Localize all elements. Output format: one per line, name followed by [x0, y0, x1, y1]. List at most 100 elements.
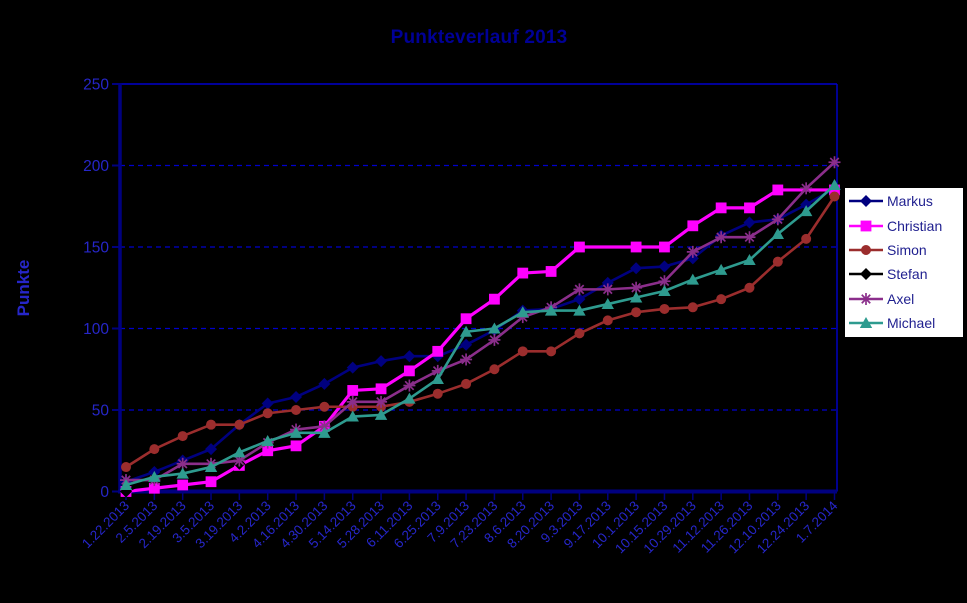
data-point-simon: [262, 408, 273, 419]
data-point-simon: [461, 378, 472, 389]
axes: [112, 83, 837, 500]
data-point-michael: [346, 410, 359, 422]
series-michael: [119, 179, 841, 490]
series-markus-line: [124, 187, 836, 484]
data-point-simon: [517, 346, 528, 357]
legend-item-stefan: Stefan: [848, 262, 963, 286]
data-point-axel: [460, 353, 473, 366]
data-point-michael: [601, 298, 614, 310]
data-point-simon: [206, 419, 217, 430]
data-point-michael: [403, 392, 416, 404]
data-point-axel: [573, 283, 586, 296]
series-simon: [121, 191, 840, 473]
data-point-christian: [715, 202, 727, 214]
data-point-michael: [318, 426, 331, 438]
gridlines: [120, 83, 838, 492]
data-point-simon: [687, 302, 698, 313]
data-point-christian: [290, 440, 302, 452]
data-point-michael: [233, 446, 246, 458]
data-point-simon: [319, 401, 330, 412]
data-point-michael: [799, 205, 813, 217]
data-point-simon: [602, 315, 613, 326]
data-point-christian: [148, 482, 160, 494]
data-point-markus: [375, 355, 388, 368]
data-point-michael: [686, 273, 699, 285]
y-tick-label: 100: [83, 321, 109, 338]
series-axel-line: [124, 160, 836, 482]
data-point-axel: [601, 283, 614, 296]
data-point-michael: [544, 304, 558, 316]
data-point-markus: [290, 390, 303, 403]
legend-label: Christian: [887, 217, 943, 234]
data-point-michael: [289, 426, 303, 438]
data-point-christian: [574, 241, 585, 253]
data-point-christian: [262, 445, 274, 457]
y-tick-label: 250: [83, 77, 109, 94]
data-point-michael: [431, 373, 444, 385]
data-point-markus: [318, 377, 331, 390]
data-point-simon: [659, 303, 670, 314]
legend-swatch-diamond-icon: [849, 195, 883, 208]
data-point-michael: [204, 461, 218, 473]
data-point-christian: [375, 383, 387, 395]
data-point-axel: [346, 395, 359, 408]
legend-item-simon: Simon: [848, 238, 963, 262]
data-point-simon: [801, 233, 812, 244]
data-point-simon: [574, 328, 585, 339]
data-point-michael: [148, 470, 161, 482]
data-point-michael: [828, 179, 841, 191]
data-point-axel: [403, 379, 416, 392]
legend-swatch-asterisk-icon: [849, 292, 883, 305]
data-point-axel: [686, 245, 699, 258]
data-point-markus: [630, 262, 643, 275]
data-point-axel: [715, 231, 728, 244]
legend-label: Simon: [887, 241, 927, 258]
y-tick-label: 150: [83, 240, 109, 257]
data-point-axel: [658, 275, 671, 288]
data-point-markus: [346, 361, 359, 374]
data-point-simon: [829, 191, 840, 202]
data-point-axel: [800, 182, 813, 195]
legend-label: Stefan: [887, 266, 928, 283]
data-point-michael: [771, 227, 785, 239]
data-point-christian: [205, 476, 217, 488]
data-point-christian: [177, 479, 189, 491]
data-point-markus: [573, 293, 586, 306]
data-point-christian: [744, 202, 755, 214]
data-point-markus: [658, 260, 671, 273]
data-point-michael: [488, 322, 501, 334]
data-point-simon: [716, 294, 727, 305]
data-point-christian: [545, 266, 557, 277]
data-point-michael: [459, 325, 473, 337]
legend-item-markus: Markus: [848, 189, 963, 213]
data-point-simon: [744, 282, 755, 293]
data-point-simon: [631, 307, 642, 318]
series-christian-line: [124, 188, 837, 494]
series-axel: [120, 156, 841, 487]
legend-item-axel: Axel: [848, 287, 963, 311]
legend-item-christian: Christian: [848, 213, 963, 237]
data-point-axel: [375, 395, 388, 408]
data-point-markus: [403, 350, 416, 363]
data-point-markus: [261, 397, 274, 410]
legend-label: Michael: [887, 315, 936, 332]
data-point-markus: [743, 216, 756, 229]
data-point-michael: [573, 304, 586, 316]
data-point-axel: [630, 281, 643, 294]
data-point-christian: [460, 313, 472, 325]
data-point-simon: [291, 405, 302, 415]
data-point-axel: [488, 333, 501, 346]
data-point-michael: [629, 291, 643, 303]
data-point-christian: [659, 241, 670, 253]
y-tick-label: 0: [100, 484, 109, 501]
legend-swatch-circle-icon: [849, 244, 883, 255]
data-point-michael: [374, 408, 388, 420]
data-point-michael: [119, 478, 133, 490]
data-point-christian: [687, 220, 699, 232]
y-tick-labels: 0 50 100 150 200 250: [83, 77, 109, 502]
legend: Markus Christian Simon Stefan Axel Michael: [845, 188, 963, 337]
data-point-christian: [489, 293, 500, 305]
data-point-simon: [772, 256, 783, 267]
